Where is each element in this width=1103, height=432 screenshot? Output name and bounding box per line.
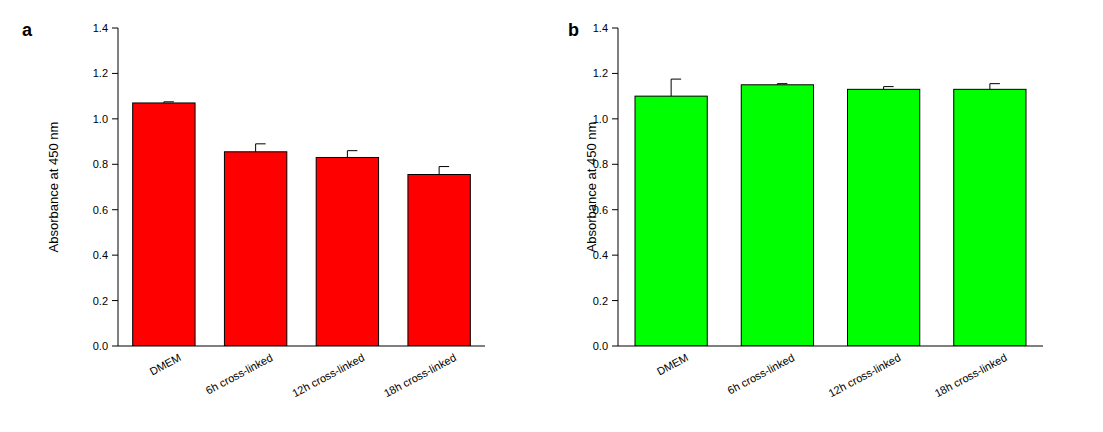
error-bar	[347, 151, 357, 158]
y-tick-label: 1.2	[593, 67, 608, 79]
x-tick-label: 12h cross-linked	[290, 351, 366, 399]
bar	[133, 103, 195, 346]
x-tick-label: 6h cross-linked	[204, 351, 275, 396]
y-tick	[612, 28, 618, 29]
y-tick	[112, 255, 118, 256]
y-tick-label: 1.0	[93, 113, 108, 125]
y-tick-label: 0.2	[93, 295, 108, 307]
bar	[316, 157, 378, 346]
panel: b0.00.20.40.60.81.01.21.4DMEM6h cross-li…	[568, 20, 1043, 399]
y-tick	[112, 73, 118, 74]
y-tick-label: 0.4	[93, 249, 108, 261]
error-bar	[164, 102, 174, 103]
x-tick-label: 18h cross-linked	[932, 351, 1008, 399]
panel-label: a	[22, 20, 33, 40]
bar	[848, 89, 920, 346]
error-bar	[256, 144, 266, 152]
y-tick	[612, 73, 618, 74]
y-axis	[118, 28, 119, 346]
y-tick	[112, 164, 118, 165]
y-tick	[112, 209, 118, 210]
x-tick-label: 6h cross-linked	[725, 351, 796, 396]
bars	[133, 102, 471, 346]
bar	[954, 89, 1026, 346]
y-tick	[112, 300, 118, 301]
panel: a 0.0 0.2 0.4 0.6 0.8 1.0 1.2 1.4 DMEM 6h cross-li…	[22, 20, 485, 399]
y-tick-label: 0.0	[93, 340, 108, 352]
y-tick	[612, 164, 618, 165]
y-tick-label: 0.2	[593, 295, 608, 307]
error-bar	[884, 87, 894, 90]
y-tick-label: 0.6	[93, 204, 108, 216]
figure: a 0.0 0.2 0.4 0.6 0.8 1.0 1.2 1.4 DMEM 6h cross-li…	[0, 0, 1103, 432]
error-bar	[777, 84, 787, 85]
bar	[741, 85, 813, 346]
x-tick-label: DMEM	[148, 351, 183, 377]
x-axis	[618, 346, 1043, 347]
x-tick-label: 12h cross-linked	[826, 351, 902, 399]
y-tick-label: 0.8	[93, 158, 108, 170]
bars	[635, 79, 1026, 346]
y-tick	[612, 255, 618, 256]
y-tick	[612, 209, 618, 210]
y-tick	[112, 346, 118, 347]
y-axis	[618, 28, 619, 346]
x-tick-label: 18h cross-linked	[382, 351, 458, 399]
y-tick	[612, 346, 618, 347]
y-tick	[612, 300, 618, 301]
y-tick-label: 1.2	[93, 67, 108, 79]
error-bar	[671, 79, 681, 96]
y-axis-label: Absorbance at 450 nm	[584, 122, 599, 253]
y-tick-label: 1.4	[593, 22, 608, 34]
y-tick-label: 1.4	[93, 22, 108, 34]
error-bar	[439, 167, 449, 175]
y-tick	[612, 118, 618, 119]
bar	[635, 96, 707, 346]
y-tick-label: 0.0	[593, 340, 608, 352]
error-bar	[990, 84, 1000, 90]
y-tick	[112, 118, 118, 119]
x-axis	[118, 346, 485, 347]
bar	[224, 152, 286, 346]
bar	[408, 175, 470, 346]
panel-label: b	[568, 20, 579, 40]
x-tick-label: DMEM	[655, 351, 690, 377]
y-tick	[112, 28, 118, 29]
y-axis-label: Absorbance at 450 nm	[46, 122, 61, 253]
